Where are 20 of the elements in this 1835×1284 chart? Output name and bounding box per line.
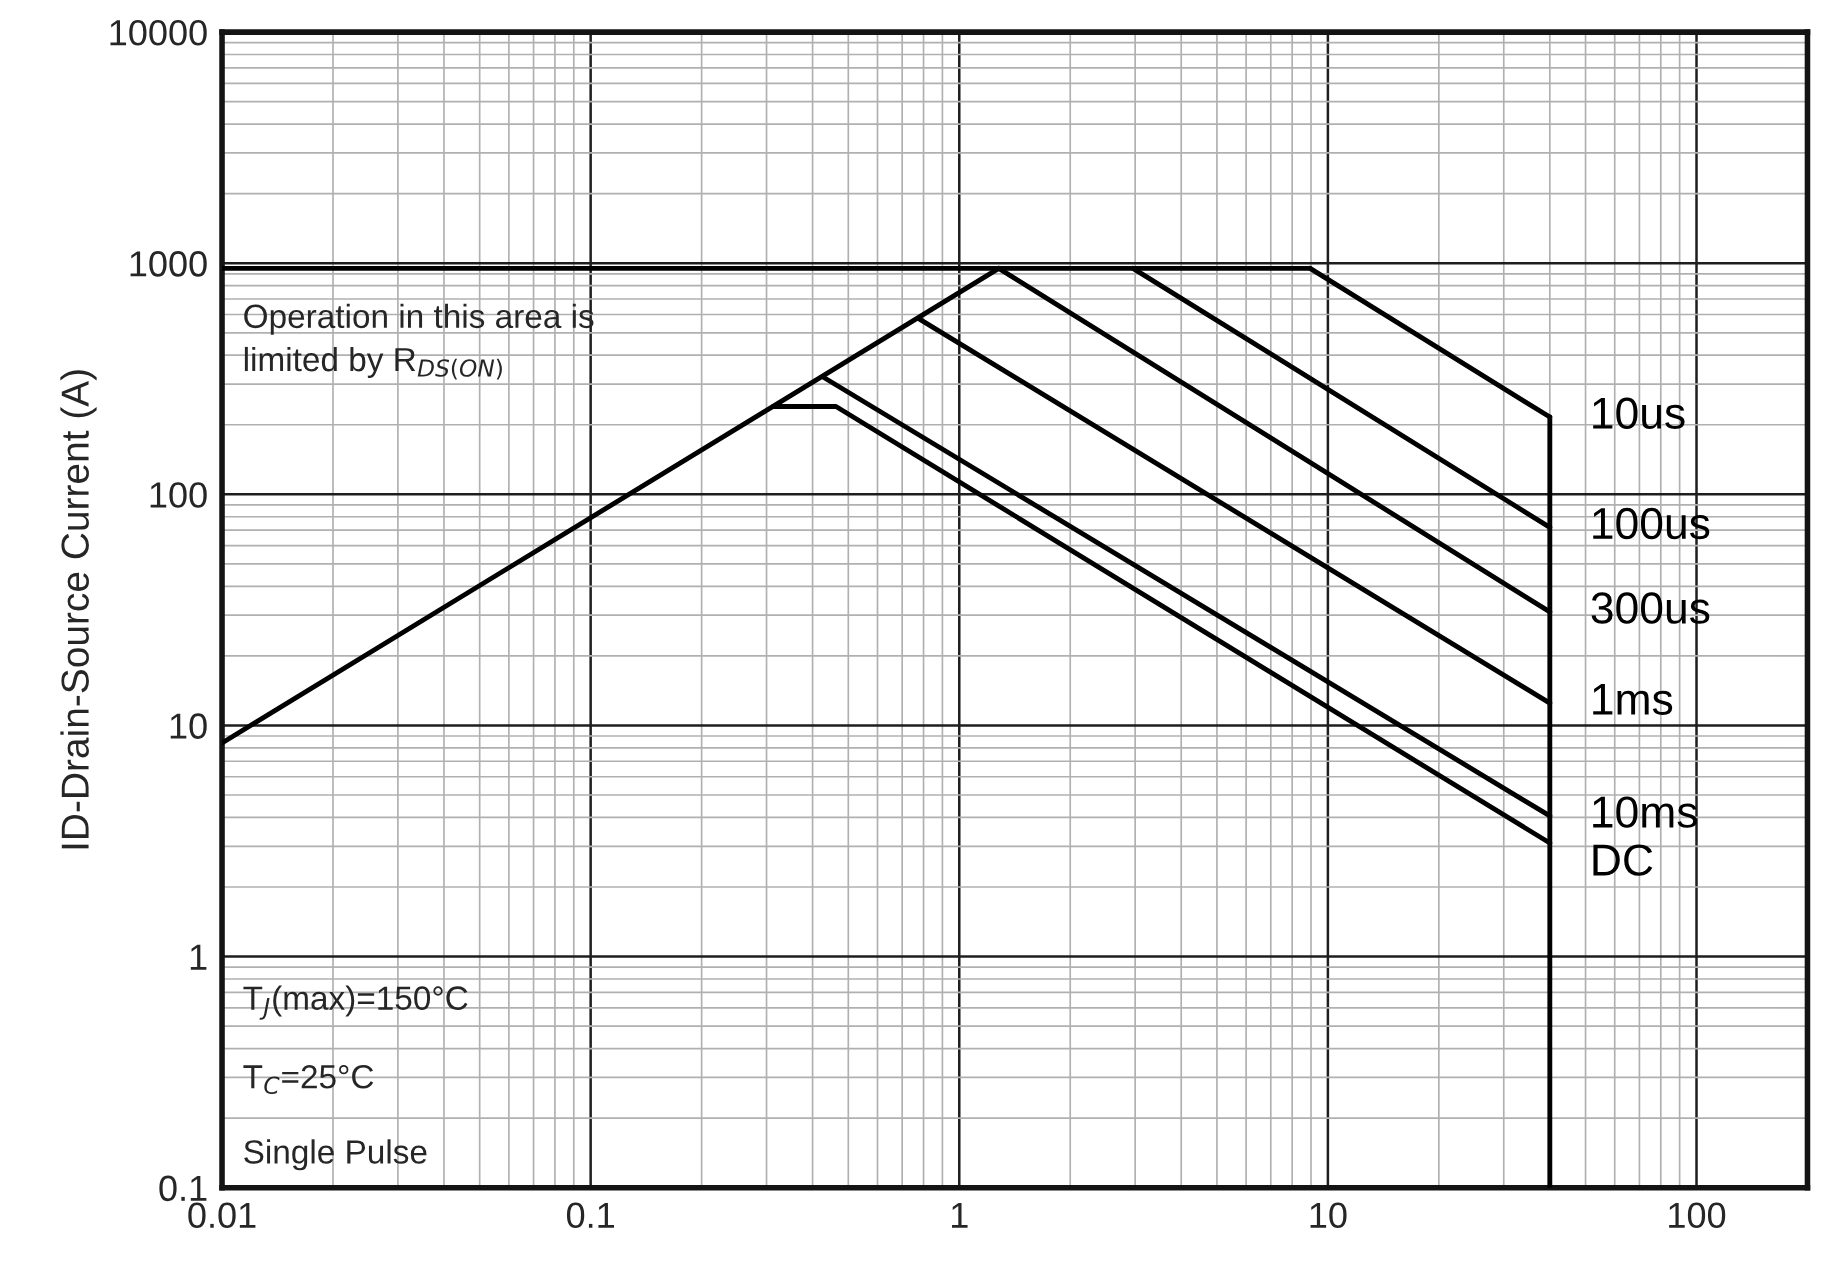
y-tick-label: 1: [190, 944, 207, 970]
series-label: DC: [1593, 844, 1653, 876]
y-tick-label: 100: [150, 482, 207, 508]
series-label: 100us: [1593, 507, 1710, 540]
x-tick-label: 0.1: [566, 1202, 614, 1229]
annotation: T$_{J}$(max)=150°C: [243, 985, 468, 1020]
y-tick-label: 10: [170, 713, 207, 739]
x-tick-label: 100: [1669, 1202, 1726, 1229]
annotation: T$_{C}$=25°C: [243, 1065, 374, 1095]
x-tick-label: 1: [951, 1202, 968, 1228]
y-tick-label: 0.1: [159, 1175, 207, 1202]
series-label: 10us: [1593, 397, 1685, 429]
y-tick-label: 1000: [130, 251, 207, 277]
x-tick-label: 10: [1310, 1202, 1347, 1229]
series-label: 1ms: [1593, 683, 1673, 715]
y-axis-title: ID-Drain-Source Current (A): [60, 370, 97, 849]
annotation: Single Pulse: [244, 1139, 427, 1171]
x-tick-label: 0.01: [188, 1202, 256, 1229]
series-label: 300us: [1591, 592, 1710, 624]
y-tick-label: 10000: [110, 19, 207, 46]
